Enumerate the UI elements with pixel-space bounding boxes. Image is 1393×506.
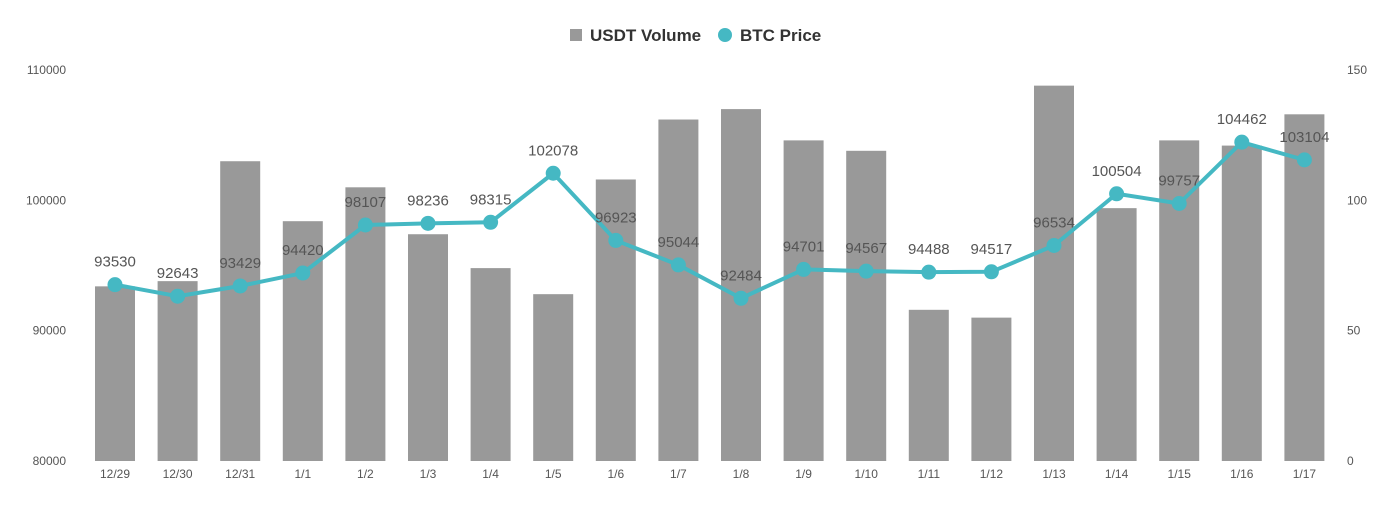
- bar-usdt-volume: [1034, 85, 1074, 461]
- y-left-axis: 80000 90000 100000 110000: [26, 63, 66, 468]
- x-axis: 12/29 12/30 12/31 1/1 1/2 1/3 1/4 1/5 1/6 1/7 1/8 1…: [100, 467, 1316, 481]
- bar-usdt-volume: [908, 309, 949, 461]
- x-tick-label: 1/15: [1168, 467, 1192, 481]
- bar-usdt-volume: [721, 109, 761, 461]
- btc-price-data-label: 104462: [1217, 111, 1267, 128]
- x-tick-label: 1/4: [482, 467, 499, 481]
- btc-price-data-label: 96923: [595, 209, 637, 226]
- btc-price-point: [1296, 152, 1312, 168]
- btc-price-data-label: 103104: [1279, 129, 1329, 146]
- y-right-tick-label: 0: [1347, 454, 1354, 468]
- btc-price-point: [858, 263, 874, 279]
- y-left-tick-label: 110000: [27, 63, 66, 77]
- btc-price-point: [483, 214, 499, 230]
- btc-price-data-label: 96534: [1033, 215, 1075, 232]
- legend-label-usdt-volume: USDT Volume: [590, 26, 701, 45]
- btc-price-point: [608, 232, 624, 248]
- btc-price-data-label: 94488: [908, 241, 950, 258]
- btc-price-data-label: 98236: [407, 192, 449, 209]
- btc-price-point: [545, 165, 561, 181]
- btc-price-point: [1046, 238, 1062, 254]
- x-tick-label: 1/7: [670, 467, 687, 481]
- x-tick-label: 1/12: [980, 467, 1004, 481]
- x-tick-label: 1/9: [795, 467, 812, 481]
- bar-series: [95, 85, 1325, 462]
- btc-price-point: [357, 217, 373, 233]
- bar-usdt-volume: [157, 281, 198, 461]
- bar-usdt-volume: [783, 140, 824, 461]
- bar-usdt-volume: [408, 234, 448, 461]
- btc-price-data-label: 94517: [971, 241, 1013, 258]
- bar-usdt-volume: [95, 286, 135, 461]
- x-tick-label: 1/14: [1105, 467, 1129, 481]
- x-tick-label: 12/30: [163, 467, 193, 481]
- x-tick-label: 12/29: [100, 467, 130, 481]
- btc-price-data-label: 94567: [845, 240, 887, 257]
- bar-usdt-volume: [846, 150, 887, 461]
- btc-price-data-label: 92643: [157, 265, 199, 282]
- x-tick-label: 1/16: [1230, 467, 1254, 481]
- x-tick-label: 1/17: [1293, 467, 1317, 481]
- btc-price-data-label: 94420: [282, 242, 324, 259]
- btc-price-point: [670, 257, 686, 273]
- x-tick-label: 1/5: [545, 467, 562, 481]
- x-tick-label: 1/11: [918, 467, 941, 481]
- btc-price-point: [1109, 186, 1125, 202]
- bar-usdt-volume: [1221, 145, 1262, 462]
- bar-usdt-volume: [658, 119, 699, 461]
- bar-usdt-volume: [1284, 114, 1325, 462]
- btc-price-data-label: 94701: [783, 238, 825, 255]
- x-tick-label: 1/2: [357, 467, 374, 481]
- btc-price-point: [170, 288, 186, 304]
- x-tick-label: 1/1: [294, 467, 311, 481]
- btc-price-data-label: 93530: [94, 254, 136, 271]
- x-tick-label: 12/31: [225, 467, 255, 481]
- btc-price-data-label: 99757: [1158, 173, 1200, 190]
- x-tick-label: 1/10: [855, 467, 879, 481]
- btc-price-point: [1171, 196, 1187, 212]
- btc-price-data-label: 98107: [345, 194, 387, 211]
- legend-swatch-usdt-volume: [570, 29, 582, 41]
- legend-swatch-btc-price: [718, 28, 732, 42]
- btc-price-data-label: 98315: [470, 191, 512, 208]
- y-right-tick-label: 100: [1347, 193, 1367, 207]
- y-right-tick-label: 50: [1347, 324, 1361, 338]
- btc-price-point: [983, 264, 999, 280]
- bar-usdt-volume: [1159, 140, 1200, 461]
- bar-usdt-volume: [1096, 208, 1137, 461]
- y-right-tick-label: 150: [1347, 63, 1367, 77]
- btc-price-point: [921, 264, 937, 280]
- y-left-tick-label: 90000: [33, 324, 67, 338]
- legend: USDT Volume BTC Price: [570, 26, 821, 45]
- btc-price-point: [232, 278, 248, 294]
- x-tick-label: 1/13: [1042, 467, 1066, 481]
- btc-price-data-label: 92484: [720, 267, 762, 284]
- legend-label-btc-price: BTC Price: [740, 26, 821, 45]
- btc-price-point: [420, 215, 436, 231]
- btc-price-point: [796, 261, 812, 277]
- btc-price-data-label: 95044: [658, 234, 700, 251]
- y-left-tick-label: 100000: [26, 193, 66, 207]
- bar-usdt-volume: [220, 161, 261, 461]
- bar-usdt-volume: [971, 317, 1012, 461]
- btc-price-point: [1234, 134, 1250, 150]
- btc-price-point: [107, 277, 123, 293]
- btc-price-line: [114, 140, 1305, 301]
- btc-price-point: [295, 265, 311, 281]
- x-tick-label: 1/8: [733, 467, 750, 481]
- btc-price-point: [733, 290, 749, 306]
- bar-usdt-volume: [470, 268, 511, 461]
- line-series: 93530 92643 93429 94420 98107 98236 98315 10207…: [94, 111, 1329, 306]
- btc-price-data-label: 102078: [528, 142, 578, 159]
- y-right-axis: 0 50 100 150: [1347, 63, 1367, 468]
- x-tick-label: 1/3: [420, 467, 437, 481]
- y-left-tick-label: 80000: [33, 454, 67, 468]
- x-tick-label: 1/6: [607, 467, 624, 481]
- btc-price-data-label: 100504: [1092, 163, 1142, 180]
- btc-price-data-label: 93429: [219, 255, 261, 272]
- bar-usdt-volume: [533, 294, 574, 461]
